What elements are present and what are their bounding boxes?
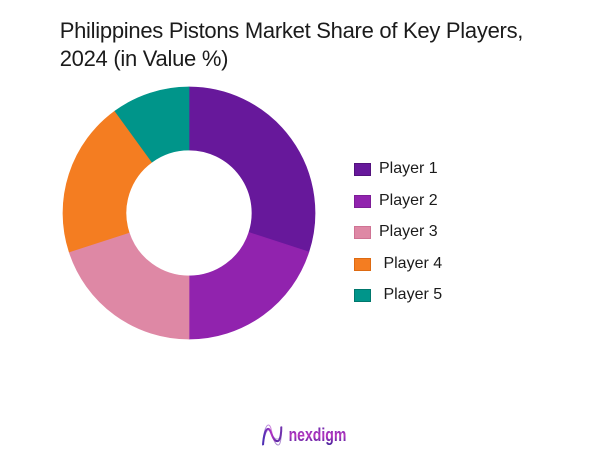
svg-text:nexdigm: nexdigm xyxy=(289,425,347,445)
